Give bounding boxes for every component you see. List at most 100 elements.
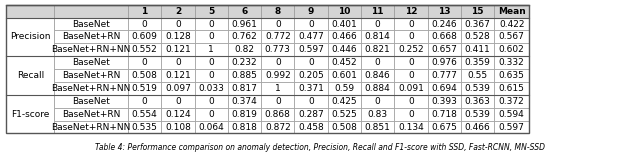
Bar [494, 108, 529, 121]
Bar [361, 30, 394, 43]
Text: 0.528: 0.528 [465, 32, 490, 41]
Bar [161, 5, 195, 18]
Text: 0.59: 0.59 [334, 84, 355, 93]
Bar [195, 82, 228, 95]
Text: 0.508: 0.508 [332, 122, 357, 132]
Bar [195, 43, 228, 56]
Bar [294, 69, 328, 82]
Bar [294, 82, 328, 95]
Text: 0.519: 0.519 [132, 84, 157, 93]
Bar [228, 43, 261, 56]
Text: 0.554: 0.554 [132, 110, 157, 119]
Text: 0: 0 [308, 97, 314, 106]
Bar [328, 95, 361, 108]
Bar [54, 108, 128, 121]
Bar [228, 56, 261, 69]
Text: 0.675: 0.675 [431, 122, 457, 132]
Text: 0.411: 0.411 [465, 45, 490, 54]
Bar [428, 56, 461, 69]
Bar [328, 108, 361, 121]
Bar [494, 95, 529, 108]
Text: 0.657: 0.657 [431, 45, 457, 54]
Bar [461, 108, 494, 121]
Bar [394, 82, 428, 95]
Text: 0.372: 0.372 [499, 97, 525, 106]
Text: 0.772: 0.772 [265, 32, 291, 41]
Bar [261, 43, 294, 56]
Bar [461, 69, 494, 82]
Bar [428, 18, 461, 30]
Bar [328, 56, 361, 69]
Text: 0.466: 0.466 [465, 122, 490, 132]
Bar [361, 18, 394, 30]
Bar [228, 121, 261, 133]
Bar [494, 82, 529, 95]
Bar [461, 82, 494, 95]
Text: 0.466: 0.466 [332, 32, 357, 41]
Text: 0.246: 0.246 [431, 19, 457, 29]
Text: 0.846: 0.846 [365, 71, 390, 80]
Text: BaseNet: BaseNet [72, 58, 110, 67]
Bar [428, 43, 461, 56]
Text: 0.819: 0.819 [232, 110, 257, 119]
Bar [6, 56, 54, 95]
Bar [128, 56, 161, 69]
Bar [6, 30, 54, 43]
Text: 0.817: 0.817 [232, 84, 257, 93]
Text: 0.597: 0.597 [499, 122, 525, 132]
Bar [328, 82, 361, 95]
Bar [261, 95, 294, 108]
Text: 0.363: 0.363 [465, 97, 490, 106]
Text: 0.232: 0.232 [232, 58, 257, 67]
Bar [261, 82, 294, 95]
Bar [494, 30, 529, 43]
Bar [428, 69, 461, 82]
Text: 0.635: 0.635 [499, 71, 525, 80]
Text: 0.773: 0.773 [265, 45, 291, 54]
Text: 0: 0 [408, 58, 413, 67]
Text: 0.814: 0.814 [365, 32, 390, 41]
Text: 0: 0 [408, 19, 413, 29]
Bar [461, 30, 494, 43]
Text: 15: 15 [471, 7, 484, 16]
Text: 0.83: 0.83 [367, 110, 388, 119]
Bar [394, 95, 428, 108]
Bar [261, 5, 294, 18]
Text: 0: 0 [375, 58, 380, 67]
Text: 0: 0 [275, 58, 280, 67]
Bar [54, 5, 128, 18]
Bar [361, 95, 394, 108]
Text: 0.594: 0.594 [499, 110, 525, 119]
Text: 11: 11 [371, 7, 384, 16]
Bar [328, 121, 361, 133]
Text: 10: 10 [338, 7, 351, 16]
Bar [228, 69, 261, 82]
Bar [161, 18, 195, 30]
Bar [294, 56, 328, 69]
Text: 0: 0 [408, 71, 413, 80]
Text: 0.446: 0.446 [332, 45, 357, 54]
Text: 0: 0 [308, 58, 314, 67]
Text: 0.371: 0.371 [298, 84, 324, 93]
Text: 0.961: 0.961 [232, 19, 257, 29]
Bar [161, 108, 195, 121]
Text: 0.128: 0.128 [165, 32, 191, 41]
Text: 0.121: 0.121 [165, 71, 191, 80]
Text: 0: 0 [142, 58, 147, 67]
Bar [428, 95, 461, 108]
Text: BaseNet+RN: BaseNet+RN [62, 32, 120, 41]
Bar [328, 5, 361, 18]
Bar [461, 43, 494, 56]
Bar [195, 121, 228, 133]
Bar [261, 18, 294, 30]
Bar [195, 18, 228, 30]
Text: 12: 12 [404, 7, 417, 16]
Text: BaseNet+RN: BaseNet+RN [62, 110, 120, 119]
Bar [261, 121, 294, 133]
Bar [494, 5, 529, 18]
Text: 0.851: 0.851 [365, 122, 390, 132]
Text: 0.508: 0.508 [132, 71, 157, 80]
Text: 0.539: 0.539 [465, 110, 490, 119]
Bar [428, 121, 461, 133]
Bar [161, 43, 195, 56]
